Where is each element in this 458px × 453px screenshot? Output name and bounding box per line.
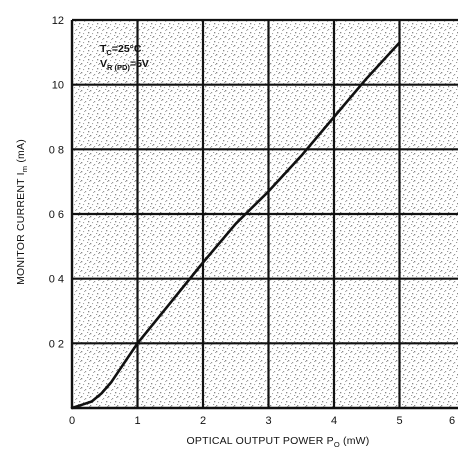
- series-line: [70, 41, 401, 410]
- y-tick-label-1: 0 4: [49, 274, 64, 286]
- annotation-tc: TC=25°C: [100, 43, 142, 57]
- x-tick-label-3: 3: [265, 415, 271, 427]
- x-tick-label-5: 5: [396, 415, 402, 427]
- grid: [70, 18, 458, 410]
- x-tick-label-6: 6: [449, 415, 455, 427]
- y-tick-label-3: 0 8: [49, 144, 64, 156]
- x-tick-label-4: 4: [331, 415, 337, 427]
- y-tick-label-2: 0 6: [49, 209, 64, 221]
- y-tick-label-0: 0 2: [49, 338, 64, 350]
- x-axis-title: OPTICAL OUTPUT POWER PO (mW): [187, 435, 370, 449]
- x-tick-label-1: 1: [134, 415, 140, 427]
- x-tick-label-2: 2: [200, 415, 206, 427]
- y-tick-label-5: 12: [52, 15, 64, 27]
- x-tick-label-0: 0: [69, 415, 75, 427]
- y-tick-label-4: 10: [52, 80, 64, 92]
- y-axis-title: MONITOR CURRENT Im (mA): [15, 139, 29, 285]
- annotation-vr: VR (PD)=5V: [100, 58, 149, 72]
